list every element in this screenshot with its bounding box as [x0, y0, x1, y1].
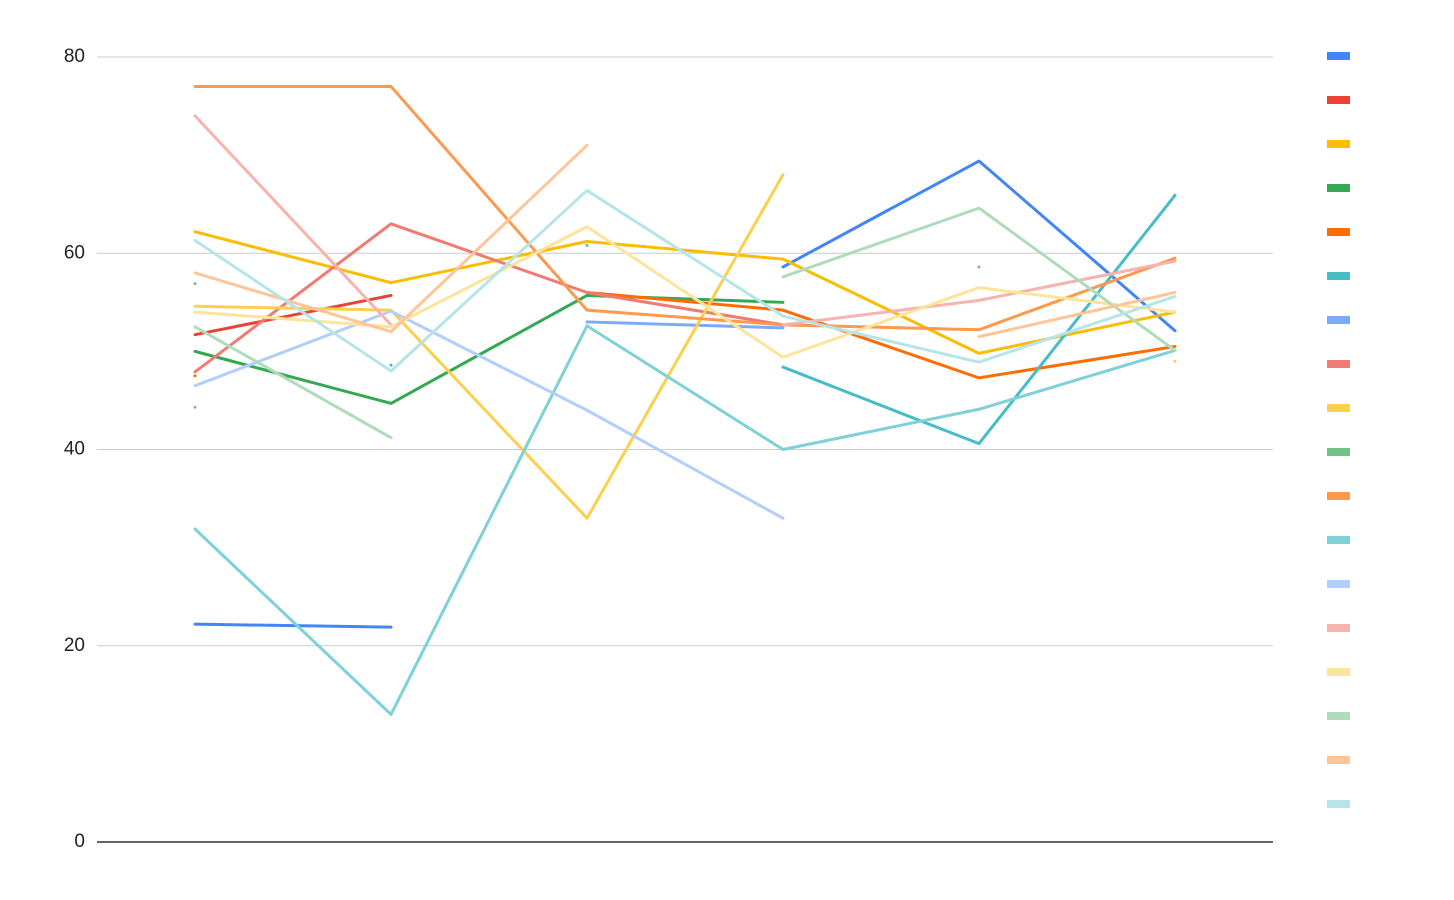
- series-line: [193, 320, 785, 409]
- series-line: [193, 206, 1177, 440]
- legend-swatch: [1327, 184, 1350, 192]
- legend-swatch: [1327, 96, 1350, 104]
- y-tick-label: 60: [64, 242, 85, 263]
- series-line: [193, 309, 785, 520]
- series-line: [193, 293, 785, 405]
- legend-swatch: [1327, 492, 1350, 500]
- legend-swatch: [1327, 360, 1350, 368]
- y-tick-label: 20: [64, 635, 85, 656]
- y-tick-label: 40: [64, 439, 85, 460]
- legend-swatch: [1327, 624, 1350, 632]
- legend-swatch: [1327, 448, 1350, 456]
- legend-swatch: [1327, 272, 1350, 280]
- series-line: [193, 243, 981, 286]
- series-line: [193, 114, 1177, 327]
- legend-swatch: [1327, 536, 1350, 544]
- legend-swatch: [1327, 52, 1350, 60]
- series-line: [193, 173, 1177, 520]
- legend-swatch: [1327, 668, 1350, 676]
- legend-swatch: [1327, 404, 1350, 412]
- legend-swatch: [1327, 800, 1350, 808]
- series-line: [193, 225, 1177, 359]
- series-line: [389, 193, 1177, 446]
- series-line: [193, 143, 1177, 339]
- series-line: [193, 293, 393, 337]
- legend-swatch: [1327, 712, 1350, 720]
- series-line: [193, 222, 785, 374]
- legend-swatch: [1327, 756, 1350, 764]
- series-line: [193, 84, 1177, 332]
- series-line: [193, 291, 1177, 380]
- series-line: [193, 188, 1177, 373]
- y-tick-label: 0: [74, 831, 85, 852]
- legend-swatch: [1327, 140, 1350, 148]
- y-tick-label: 80: [64, 46, 85, 67]
- legend-swatch: [1327, 316, 1350, 324]
- series-line: [193, 230, 1177, 355]
- series-line: [193, 324, 1177, 716]
- legend-swatch: [1327, 228, 1350, 236]
- legend-swatch: [1327, 580, 1350, 588]
